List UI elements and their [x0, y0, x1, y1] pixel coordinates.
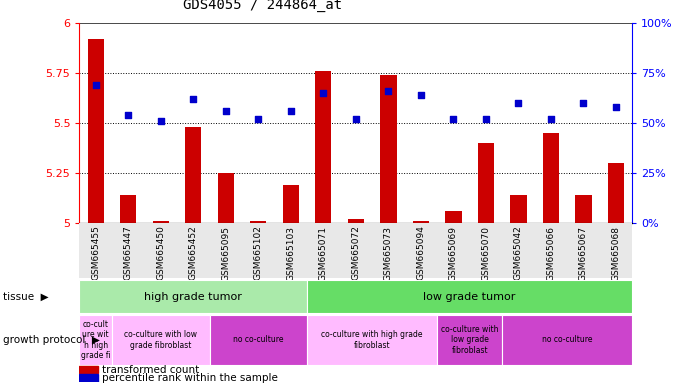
Text: GSM665447: GSM665447	[124, 225, 133, 280]
Bar	[79, 366, 97, 373]
Bar	[576, 195, 591, 223]
Bar	[437, 315, 502, 365]
Point	[155, 118, 167, 124]
Bar	[380, 75, 397, 223]
Text: GSM665102: GSM665102	[254, 225, 263, 280]
Point	[318, 90, 329, 96]
Point	[578, 100, 589, 106]
Text: GSM665455: GSM665455	[91, 225, 100, 280]
Text: GSM665066: GSM665066	[547, 225, 556, 280]
Text: GSM665072: GSM665072	[351, 225, 361, 280]
Text: growth protocol  ▶: growth protocol ▶	[3, 335, 100, 345]
Bar	[79, 374, 97, 382]
Text: no co-culture: no co-culture	[542, 335, 592, 344]
Bar	[79, 280, 307, 313]
Bar	[88, 39, 104, 223]
Bar	[112, 315, 209, 365]
Point	[253, 116, 264, 122]
Text: no co-culture: no co-culture	[233, 335, 283, 344]
Text: GSM665071: GSM665071	[319, 225, 328, 280]
Text: GSM665070: GSM665070	[482, 225, 491, 280]
Bar	[511, 195, 527, 223]
Point	[350, 116, 361, 122]
Bar	[477, 143, 494, 223]
Text: GSM665067: GSM665067	[579, 225, 588, 280]
Text: co-culture with low
grade fibroblast: co-culture with low grade fibroblast	[124, 330, 197, 349]
Point	[448, 116, 459, 122]
Bar	[79, 315, 112, 365]
Bar	[608, 163, 624, 223]
Text: GSM665103: GSM665103	[286, 225, 295, 280]
Point	[415, 92, 426, 98]
Bar	[307, 315, 437, 365]
Text: tissue  ▶: tissue ▶	[3, 291, 49, 302]
Text: co-culture with high grade
fibroblast: co-culture with high grade fibroblast	[321, 330, 423, 349]
Text: GSM665073: GSM665073	[384, 225, 393, 280]
Bar	[413, 221, 429, 223]
Text: GDS4055 / 244864_at: GDS4055 / 244864_at	[183, 0, 342, 12]
Bar	[348, 219, 364, 223]
Point	[513, 100, 524, 106]
Point	[220, 108, 231, 114]
Text: co-culture with
low grade
fibroblast: co-culture with low grade fibroblast	[441, 325, 498, 355]
Text: GSM665095: GSM665095	[221, 225, 230, 280]
Text: co-cult
ure wit
h high
grade fi: co-cult ure wit h high grade fi	[81, 320, 111, 360]
Text: transformed count: transformed count	[102, 365, 200, 375]
Bar	[120, 195, 136, 223]
Point	[480, 116, 491, 122]
Bar	[502, 315, 632, 365]
Point	[91, 82, 102, 88]
Text: high grade tumor: high grade tumor	[144, 291, 243, 302]
Bar	[153, 221, 169, 223]
Text: low grade tumor: low grade tumor	[424, 291, 516, 302]
Bar	[209, 315, 307, 365]
Text: GSM665094: GSM665094	[417, 225, 426, 280]
Text: GSM665042: GSM665042	[514, 225, 523, 280]
Point	[123, 112, 134, 118]
Bar	[283, 185, 299, 223]
Bar	[445, 211, 462, 223]
Point	[545, 116, 556, 122]
Text: GSM665068: GSM665068	[612, 225, 621, 280]
Bar	[250, 221, 267, 223]
Text: GSM665069: GSM665069	[449, 225, 458, 280]
Bar	[315, 71, 332, 223]
Bar	[307, 280, 632, 313]
Point	[188, 96, 199, 102]
Text: GSM665450: GSM665450	[156, 225, 165, 280]
Bar	[218, 173, 234, 223]
Point	[383, 88, 394, 94]
Bar	[543, 133, 559, 223]
Point	[285, 108, 296, 114]
Point	[610, 104, 621, 110]
Bar	[185, 127, 201, 223]
Text: percentile rank within the sample: percentile rank within the sample	[102, 373, 278, 383]
Text: GSM665452: GSM665452	[189, 225, 198, 280]
